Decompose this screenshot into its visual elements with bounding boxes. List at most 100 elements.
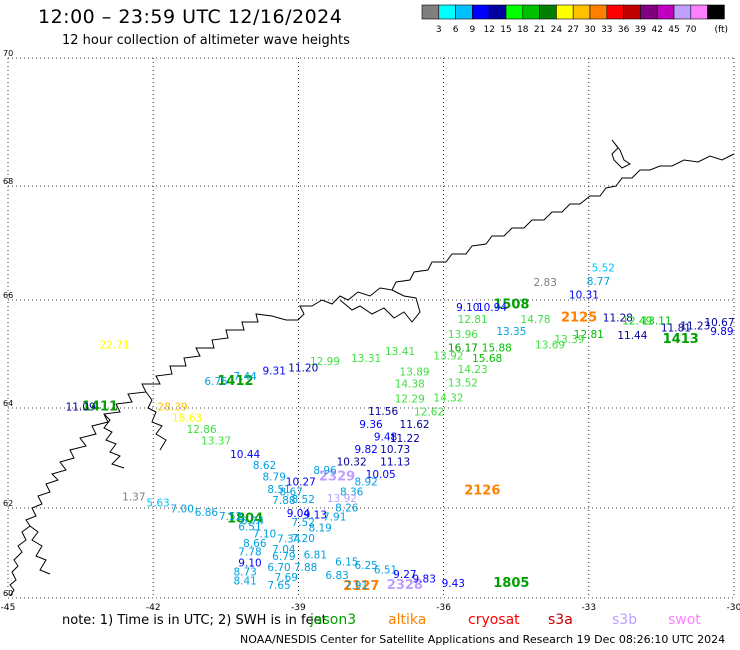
fjord-detail-1 xyxy=(339,289,421,323)
track-time-label: 1805 xyxy=(493,576,529,591)
lon-tick-label: -45 xyxy=(1,603,16,613)
wave-height-label: 6.83 xyxy=(325,570,348,582)
wave-height-label: 7.69 xyxy=(275,572,298,584)
wave-height-label: 8.73 xyxy=(233,567,256,579)
color-scale-tick: 42 xyxy=(651,25,662,35)
track-time-label: 1412 xyxy=(217,374,253,389)
wave-height-label: 9.10 xyxy=(456,302,479,314)
wave-height-label: 6.51 xyxy=(374,564,397,576)
color-scale-tick: 18 xyxy=(517,25,529,35)
wave-height-label: 8.51 xyxy=(267,484,290,496)
wave-height-label: 13.92 xyxy=(433,350,463,362)
color-scale-tick: 70 xyxy=(685,25,697,35)
wave-height-label: 8.66 xyxy=(243,538,267,550)
wave-height-label: 7.04 xyxy=(272,544,296,556)
color-scale-unit: (ft) xyxy=(714,25,728,35)
wave-height-label: 7.00 xyxy=(171,504,194,516)
wave-height-label: 12.99 xyxy=(310,356,340,368)
wave-height-label: 13.37 xyxy=(201,436,231,448)
wave-height-label: 14.32 xyxy=(433,393,463,405)
wave-height-values: 5.522.83 8.7710.319.1010.9411.2812.4913.1… xyxy=(66,263,735,593)
wave-height-label: 7.88 xyxy=(272,495,295,507)
color-scale-tick: 15 xyxy=(500,25,511,35)
wave-height-label: 9.36 xyxy=(359,419,383,431)
wave-height-label: 9.04 xyxy=(287,508,311,520)
wave-height-label: 9.89 xyxy=(710,326,733,338)
color-scale-tick: 45 xyxy=(668,25,679,35)
wave-height-label: 10.27 xyxy=(286,477,316,489)
color-scale-tick: 6 xyxy=(453,25,459,35)
fjord-detail-5 xyxy=(29,525,51,575)
wave-height-label: 16.17 xyxy=(448,342,478,354)
track-time-label: 2126 xyxy=(464,484,500,499)
color-scale-tick: 21 xyxy=(534,25,545,35)
wave-height-label: 9.31 xyxy=(263,366,286,378)
wave-height-label: 2.83 xyxy=(534,277,557,289)
wave-height-label: 12.86 xyxy=(187,424,217,436)
wave-height-label: 12.81 xyxy=(574,329,604,341)
wave-height-label: 11.44 xyxy=(617,330,647,342)
wave-height-label: 7.65 xyxy=(267,580,290,592)
track-time-label: 2329 xyxy=(319,470,355,485)
wave-height-label: 8.77 xyxy=(587,276,610,288)
wave-height-label: 14.38 xyxy=(395,378,425,390)
wave-height-label: 6.70 xyxy=(267,562,290,574)
wave-height-label: 12.62 xyxy=(414,407,444,419)
footnote: note: 1) Time is in UTC; 2) SWH is in fe… xyxy=(62,613,327,628)
wave-height-label: 6.15 xyxy=(335,557,358,569)
wave-height-label: 13.41 xyxy=(385,346,415,358)
wave-height-label: 13.35 xyxy=(496,326,526,338)
wave-height-label: 9.13 xyxy=(304,509,327,521)
color-swatch xyxy=(707,4,725,20)
wave-height-label: 18.63 xyxy=(172,413,202,425)
wave-height-label: 7.34 xyxy=(277,534,301,546)
wave-height-label: 5.52 xyxy=(592,263,615,275)
wave-height-label: 14.78 xyxy=(521,314,551,326)
color-scale-tick: 3 xyxy=(436,25,442,35)
map-subtitle: 12 hour collection of altimeter wave hei… xyxy=(62,33,350,48)
wave-height-label: 7.10 xyxy=(253,528,276,540)
wave-height-label: 1.37 xyxy=(122,492,145,504)
wave-height-label: 9.43 xyxy=(442,578,465,590)
wave-height-label: 13.11 xyxy=(642,315,672,327)
track-time-label: 1413 xyxy=(663,332,699,347)
lat-tick-label: 70 xyxy=(3,49,13,58)
wave-height-label: 11.22 xyxy=(390,433,420,445)
wave-height-label: 9.82 xyxy=(354,444,377,456)
wave-height-label: 12.49 xyxy=(622,315,652,327)
wave-height-label: 7.91 xyxy=(345,580,368,592)
coastline-path xyxy=(9,153,735,597)
wave-height-label: 7.52 xyxy=(219,511,242,523)
lon-tick-label: -36 xyxy=(436,603,451,613)
wave-height-label: 9.10 xyxy=(238,558,261,570)
color-scale-tick: 12 xyxy=(483,25,494,35)
wave-height-label: 10.67 xyxy=(704,317,734,329)
wave-height-label: 7.78 xyxy=(238,546,261,558)
wave-height-label: 11.56 xyxy=(368,406,398,418)
fjord-detail-3 xyxy=(103,413,125,469)
credit-line: NOAA/NESDIS Center for Satellite Applica… xyxy=(240,633,726,646)
wave-height-label: 12.29 xyxy=(395,394,425,406)
wave-height-label: 28.39 xyxy=(158,402,188,414)
lat-tick-label: 60 xyxy=(3,589,13,598)
wave-height-label: 11.62 xyxy=(400,419,430,431)
wave-height-label: 13.31 xyxy=(351,353,381,365)
wave-height-label: 7.91 xyxy=(323,512,346,524)
color-scale-tick: 33 xyxy=(601,25,612,35)
wave-height-label: 13.39 xyxy=(554,334,584,346)
wave-height-label: 9.48 xyxy=(374,432,397,444)
track-time-label: 2328 xyxy=(387,578,423,593)
wave-height-label: 10.73 xyxy=(380,444,410,456)
wave-height-label: 10.94 xyxy=(477,302,507,314)
map-title: 12:00 – 23:59 UTC 12/16/2024 xyxy=(38,6,343,28)
color-scale-tick: 39 xyxy=(635,25,647,35)
wave-height-label: 10.44 xyxy=(230,449,260,461)
wave-height-label: 6.79 xyxy=(272,551,295,563)
lon-tick-label: -39 xyxy=(291,603,306,613)
track-time-label: 1804 xyxy=(227,511,263,526)
color-scale-tick: 36 xyxy=(618,25,630,35)
wave-height-label: 5.63 xyxy=(146,498,169,510)
wave-height-label: 11.20 xyxy=(288,362,318,374)
wave-height-label: 8.26 xyxy=(335,503,359,515)
